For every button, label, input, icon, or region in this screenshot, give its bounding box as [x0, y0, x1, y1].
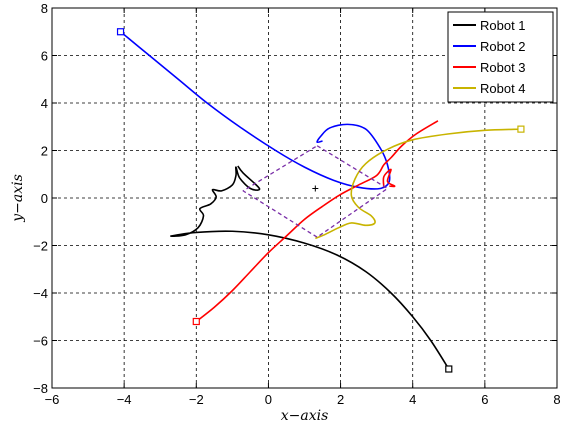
start-markers	[116, 28, 525, 373]
y-tick-label: −4	[33, 286, 48, 301]
x-tick-label: 4	[409, 392, 416, 407]
y-tick-label: 4	[41, 96, 48, 111]
x-tick-label: −4	[117, 392, 132, 407]
x-tick-label: 6	[481, 392, 488, 407]
x-tick-label: −6	[45, 392, 60, 407]
ticks	[51, 7, 558, 389]
grid	[52, 8, 557, 388]
formation-outline-line	[242, 145, 389, 238]
y-tick-label: −2	[33, 239, 48, 254]
y-tick-label: −6	[33, 334, 48, 349]
legend-label: Robot 4	[480, 81, 526, 96]
robot-3-loop	[382, 168, 396, 188]
x-tick-label: 2	[337, 392, 344, 407]
robot-4-line	[315, 128, 521, 240]
legend-label: Robot 3	[480, 60, 526, 75]
robot-2-line	[120, 31, 391, 190]
x-tick-label: −2	[189, 392, 204, 407]
robot-1-line	[170, 165, 450, 370]
legend: Robot 1 Robot 2 Robot 3 Robot 4	[447, 11, 554, 103]
robot-1-start-marker	[445, 365, 453, 373]
legend-label: Robot 1	[480, 18, 526, 33]
robot-3-start-marker	[192, 317, 200, 326]
y-tick-label: 2	[41, 144, 48, 159]
y-tick-label: 0	[41, 191, 48, 206]
robot-2-start-marker	[116, 28, 125, 36]
y-axis-label: y−axis	[10, 174, 26, 223]
robot-3-line	[195, 120, 439, 323]
x-tick-label: 0	[265, 392, 272, 407]
robot-4-start-marker	[517, 125, 525, 133]
series-layer	[120, 31, 521, 370]
center-marker	[312, 185, 319, 192]
y-tick-label: 8	[41, 1, 48, 16]
x-tick-label: 8	[553, 392, 560, 407]
y-tick-label: 6	[41, 49, 48, 64]
x-axis-label: x−axis	[281, 408, 329, 424]
y-tick-label: −8	[33, 381, 48, 396]
legend-label: Robot 2	[480, 39, 526, 54]
